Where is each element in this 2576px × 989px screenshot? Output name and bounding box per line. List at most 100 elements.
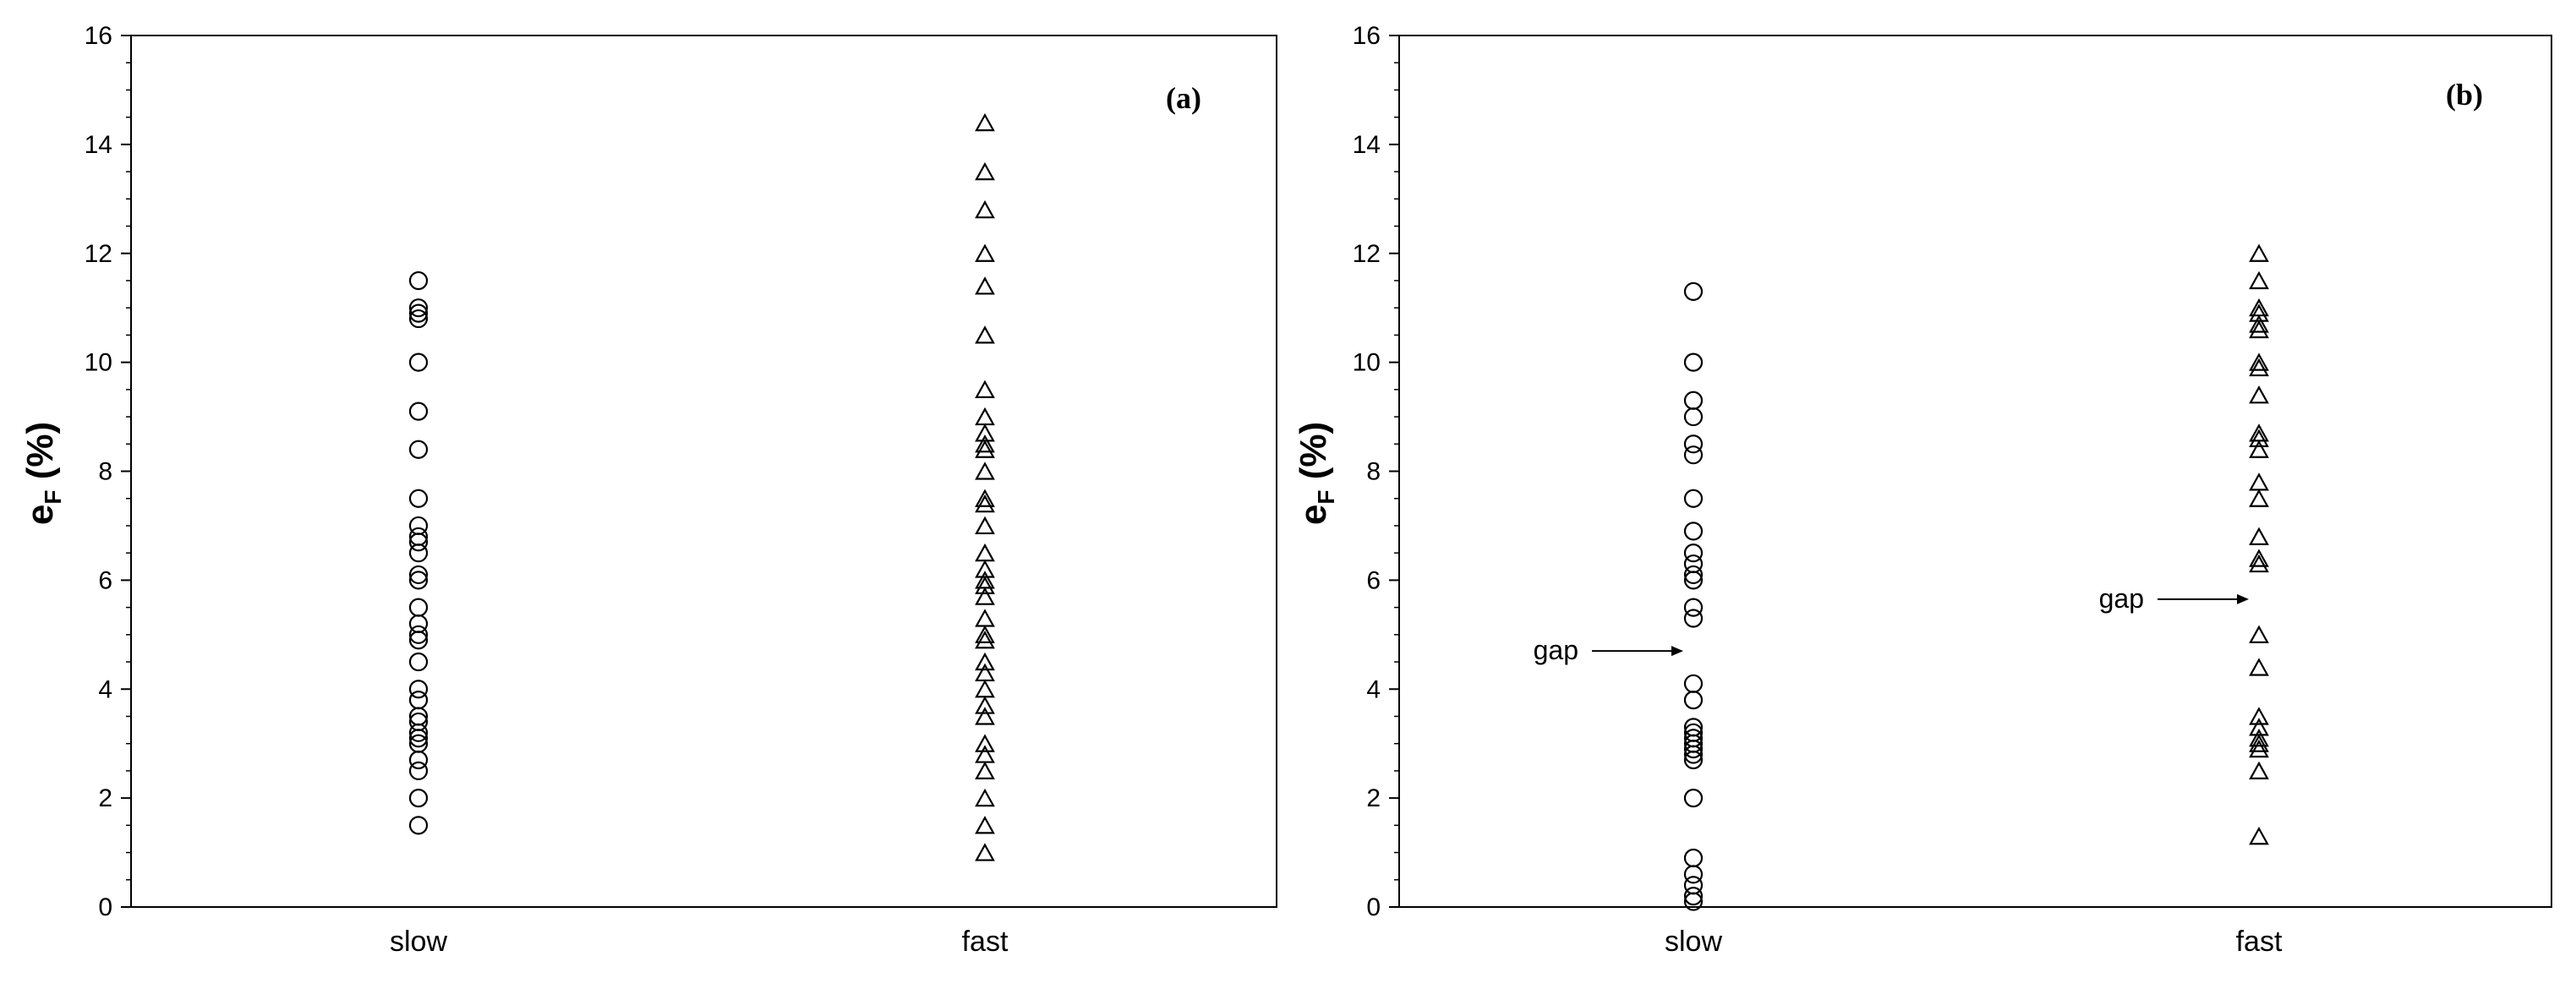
y-tick-label: 4 bbox=[1366, 675, 1381, 703]
y-axis-label: eF (%) bbox=[1293, 422, 1339, 525]
data-point-slow bbox=[1683, 691, 1704, 710]
data-point-fast bbox=[2249, 429, 2269, 447]
data-point-fast bbox=[975, 663, 995, 682]
data-point-slow bbox=[408, 631, 429, 650]
data-point-slow bbox=[408, 761, 429, 781]
data-point-fast bbox=[975, 571, 995, 589]
data-point-fast bbox=[2249, 298, 2269, 317]
data-point-fast bbox=[975, 543, 995, 562]
data-point-slow bbox=[408, 652, 429, 672]
data-point-fast bbox=[2249, 549, 2269, 567]
panel-label: (a) bbox=[1166, 81, 1201, 115]
chart-panel-a: 0 2 4 6 8 10 12 14 16 slow fast eF (%) (a) bbox=[19, 22, 1277, 958]
data-point-fast bbox=[975, 494, 995, 513]
data-point-fast bbox=[975, 587, 995, 605]
data-point-slow bbox=[408, 598, 429, 617]
panel-label: (b) bbox=[2446, 78, 2483, 112]
gap-annotation-label: gap bbox=[2099, 583, 2144, 614]
data-point-fast bbox=[975, 625, 995, 643]
data-point-slow bbox=[408, 723, 429, 742]
data-point-fast bbox=[975, 489, 995, 507]
data-point-slow bbox=[1683, 892, 1704, 911]
data-point-fast bbox=[2249, 554, 2269, 573]
data-point-fast bbox=[975, 560, 995, 578]
data-point-slow bbox=[408, 729, 429, 748]
data-point-slow bbox=[1683, 434, 1704, 454]
gap-arrow-head bbox=[2237, 593, 2249, 604]
data-point-slow bbox=[1683, 352, 1704, 372]
y-tick-label: 16 bbox=[85, 22, 112, 50]
chart-panel-b: 0 2 4 6 8 10 12 14 16 slow fast eF (%) (b) gap gap bbox=[1293, 22, 2552, 958]
data-point-fast bbox=[975, 440, 995, 458]
data-point-slow bbox=[1683, 848, 1704, 868]
data-point-slow bbox=[408, 402, 429, 421]
data-point-slow bbox=[408, 750, 429, 770]
data-point-fast bbox=[975, 652, 995, 671]
data-point-fast bbox=[975, 816, 995, 834]
data-point-fast bbox=[975, 407, 995, 426]
data-point-slow bbox=[408, 565, 429, 585]
data-point-fast bbox=[975, 462, 995, 480]
data-point-slow bbox=[408, 691, 429, 710]
data-point-fast bbox=[2249, 358, 2269, 377]
y-tick-label: 2 bbox=[98, 784, 112, 812]
y-tick-label: 10 bbox=[1353, 349, 1381, 377]
data-point-slow bbox=[1683, 609, 1704, 628]
data-point-fast bbox=[975, 696, 995, 714]
x-category-label: fast bbox=[962, 926, 1009, 958]
x-category-label: fast bbox=[2236, 926, 2283, 958]
data-point-fast bbox=[975, 609, 995, 627]
data-point-fast bbox=[2249, 718, 2269, 736]
data-point-slow bbox=[1683, 865, 1704, 884]
y-tick-label: 2 bbox=[1366, 784, 1381, 812]
data-point-slow bbox=[1683, 281, 1704, 301]
y-tick-label: 6 bbox=[98, 566, 112, 594]
data-point-slow bbox=[1683, 598, 1704, 617]
data-point-fast bbox=[975, 380, 995, 398]
data-point-slow bbox=[408, 533, 429, 552]
y-tick-label: 16 bbox=[1353, 22, 1381, 50]
data-point-fast bbox=[2249, 320, 2269, 339]
data-point-fast bbox=[975, 679, 995, 698]
data-point-slow bbox=[1683, 391, 1704, 410]
data-point-slow bbox=[408, 270, 429, 291]
data-point-fast bbox=[975, 843, 995, 861]
y-axis-label: eF (%) bbox=[19, 422, 66, 525]
y-tick-label: 6 bbox=[1366, 566, 1381, 594]
data-point-slow bbox=[408, 440, 429, 459]
plot-area-frame bbox=[130, 35, 1277, 908]
x-category-label: slow bbox=[390, 926, 447, 958]
data-point-fast bbox=[2249, 527, 2269, 545]
data-point-fast bbox=[975, 630, 995, 649]
data-point-fast bbox=[975, 161, 995, 181]
data-point-fast bbox=[975, 761, 995, 780]
data-point-fast bbox=[975, 788, 995, 807]
data-point-fast bbox=[975, 745, 995, 763]
data-point-slow bbox=[1683, 887, 1704, 906]
data-point-fast bbox=[2249, 423, 2269, 442]
x-category-label: slow bbox=[1665, 926, 1722, 958]
data-point-fast bbox=[2249, 658, 2269, 676]
gap-arrow-head bbox=[1671, 646, 1683, 657]
y-tick-label: 0 bbox=[1366, 893, 1381, 921]
data-point-fast bbox=[2249, 303, 2269, 322]
y-tick-label: 12 bbox=[85, 240, 112, 268]
data-point-fast bbox=[2249, 314, 2269, 333]
data-point-slow bbox=[408, 816, 429, 835]
plot-area-frame bbox=[1398, 35, 2552, 908]
y-tick-label: 4 bbox=[98, 675, 112, 703]
data-point-slow bbox=[1683, 750, 1704, 770]
data-point-fast bbox=[2249, 728, 2269, 747]
data-point-slow bbox=[1683, 745, 1704, 764]
data-point-slow bbox=[1683, 489, 1704, 508]
data-point-slow bbox=[408, 309, 429, 329]
data-point-slow bbox=[1683, 740, 1704, 759]
data-point-slow bbox=[408, 489, 429, 508]
y-tick-label: 0 bbox=[98, 893, 112, 921]
data-point-fast bbox=[2249, 761, 2269, 780]
data-point-slow bbox=[408, 625, 429, 644]
data-point-fast bbox=[2249, 739, 2269, 758]
data-point-fast bbox=[975, 516, 995, 535]
